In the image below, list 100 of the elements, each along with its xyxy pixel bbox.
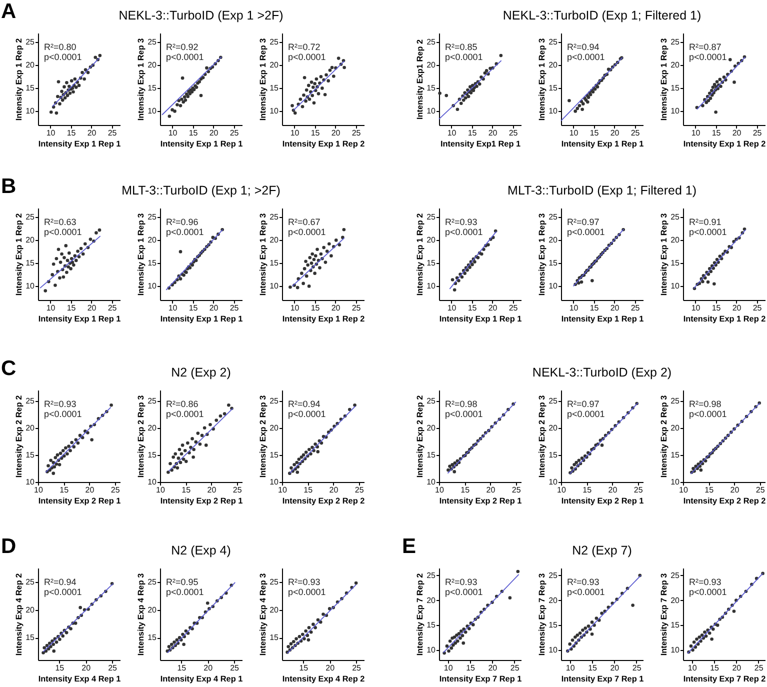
y-tick-label: 10 [26, 478, 36, 486]
y-tick-label: 10 [670, 646, 680, 655]
annotation: R²=0.97 [567, 399, 600, 409]
y-tick-label: 10 [548, 282, 558, 291]
x-tick-label: 20 [608, 486, 618, 494]
annotation: R²=0.86 [166, 399, 198, 409]
y-tick-label: 15 [26, 258, 36, 268]
x-axis-title: Intensity Exp 2 Rep 1 [38, 496, 122, 506]
x-tick-label: 20 [488, 128, 498, 138]
y-tick-label: 15 [148, 84, 158, 93]
y-tick-label: 10 [670, 478, 680, 486]
x-tick-label: 10 [444, 664, 454, 672]
y-tick-label: 20 [548, 596, 558, 605]
x-axis-title: Intensity Exp 2 Rep 2 [683, 496, 766, 506]
x-axis-title: Intensity Exp 4 Rep 1 [160, 674, 244, 684]
y-tick-label: 25 [426, 570, 436, 580]
chart-title: MLT-3::TurboID (Exp 1; Filtered 1) [508, 184, 696, 198]
y-tick-label: 25 [26, 38, 36, 47]
y-tick-label: 20 [426, 60, 436, 70]
x-tick-label: 15 [66, 128, 76, 138]
annotation: R²=0.94 [567, 42, 600, 52]
annotation: p<0.0001 [44, 409, 82, 419]
y-tick-label: 25 [270, 396, 280, 406]
annotation: p<0.0001 [689, 227, 727, 237]
annotation: p<0.0001 [44, 227, 82, 237]
annotation: R²=0.95 [166, 577, 198, 587]
x-tick-label: 10 [569, 128, 579, 138]
x-axis-title: Intensity Exp 7 Rep 2 [683, 674, 766, 684]
x-tick-label: 10 [691, 128, 701, 138]
x-tick-label: 10 [156, 486, 166, 494]
y-tick-label: 15 [148, 633, 158, 642]
y-tick-label: 10 [670, 106, 680, 116]
x-tick-label: 15 [468, 304, 478, 312]
chart-title: E [402, 535, 416, 558]
x-tick-label: 15 [304, 486, 314, 494]
annotation: p<0.0001 [288, 409, 326, 419]
y-tick-label: 20 [26, 236, 36, 245]
x-axis-title: Intensity Exp 1 Rep 1 [561, 314, 644, 324]
y-axis-title: Intensity Exp 1 Rep 3 [660, 38, 669, 121]
x-axis-title: Intensity Exp 1 Rep 2 [282, 314, 366, 324]
x-tick-label: 10 [278, 486, 288, 494]
y-tick-label: 20 [548, 60, 558, 70]
y-axis-title: Intensity Exp 2 Rep 2 [14, 394, 24, 478]
x-tick-label: 20 [209, 304, 219, 312]
y-tick-label: 10 [270, 282, 280, 291]
x-axis-title: Intensity Exp 4 Rep 2 [282, 674, 366, 684]
y-tick-label: 25 [26, 577, 36, 586]
x-tick-label: 10 [569, 304, 579, 312]
annotation: R²=0.93 [288, 577, 320, 587]
y-axis-title: Intensity Exp 1 Rep 3 [660, 212, 669, 296]
annotation: p<0.0001 [445, 409, 483, 419]
y-tick-label: 25 [270, 38, 280, 47]
annotation: p<0.0001 [567, 227, 605, 237]
y-tick-label: 20 [426, 423, 436, 432]
x-tick-label: 15 [712, 128, 722, 138]
y-tick-label: 20 [548, 236, 558, 245]
annotation: p<0.0001 [689, 409, 727, 419]
x-tick-label: 15 [590, 304, 600, 312]
y-tick-label: 15 [148, 450, 158, 460]
x-tick-label: 25 [232, 486, 242, 494]
x-tick-label: 20 [732, 128, 742, 138]
annotation: R²=0.91 [689, 217, 722, 227]
x-axis-title: Intensity Exp 1 Rep 1 [561, 140, 644, 148]
y-tick-label: 10 [548, 106, 558, 116]
x-tick-label: 10 [566, 664, 576, 672]
x-tick-label: 10 [168, 304, 178, 312]
x-tick-label: 20 [488, 664, 498, 672]
annotation: R²=0.93 [445, 217, 478, 227]
y-tick-label: 25 [270, 577, 280, 586]
x-tick-label: 20 [331, 128, 341, 138]
x-tick-label: 25 [110, 486, 120, 494]
y-tick-label: 20 [148, 423, 158, 432]
y-tick-label: 20 [670, 423, 680, 432]
x-tick-label: 15 [299, 664, 309, 672]
x-tick-label: 25 [754, 664, 764, 672]
annotation: R²=0.98 [689, 399, 722, 409]
x-tick-label: 20 [610, 304, 620, 312]
x-tick-label: 25 [508, 304, 518, 312]
y-tick-label: 15 [426, 84, 436, 93]
y-tick-label: 15 [270, 84, 280, 93]
y-axis-title: Intensity Exp 1 Rep 2 [14, 212, 24, 296]
y-axis-title: Intensity Exp 1 Rep 2 [416, 212, 425, 296]
x-tick-label: 25 [634, 486, 644, 494]
x-tick-label: 25 [508, 128, 518, 138]
x-tick-label: 25 [512, 486, 522, 494]
x-tick-label: 20 [730, 486, 740, 494]
x-tick-label: 25 [108, 304, 118, 312]
x-tick-label: 10 [435, 486, 444, 494]
x-tick-label: 15 [66, 304, 76, 312]
x-tick-label: 20 [326, 664, 336, 672]
x-tick-label: 20 [488, 304, 498, 312]
y-tick-label: 15 [148, 258, 158, 268]
x-axis-title: Intensity Exp 1 Rep 1 [38, 314, 122, 324]
chart-title: A [1, 0, 16, 23]
y-tick-label: 10 [26, 282, 36, 291]
y-tick-label: 15 [548, 258, 558, 268]
y-tick-label: 15 [270, 450, 280, 460]
x-tick-label: 15 [710, 664, 720, 672]
chart-title: N2 (Exp 4) [171, 544, 231, 558]
x-tick-label: 25 [632, 664, 642, 672]
